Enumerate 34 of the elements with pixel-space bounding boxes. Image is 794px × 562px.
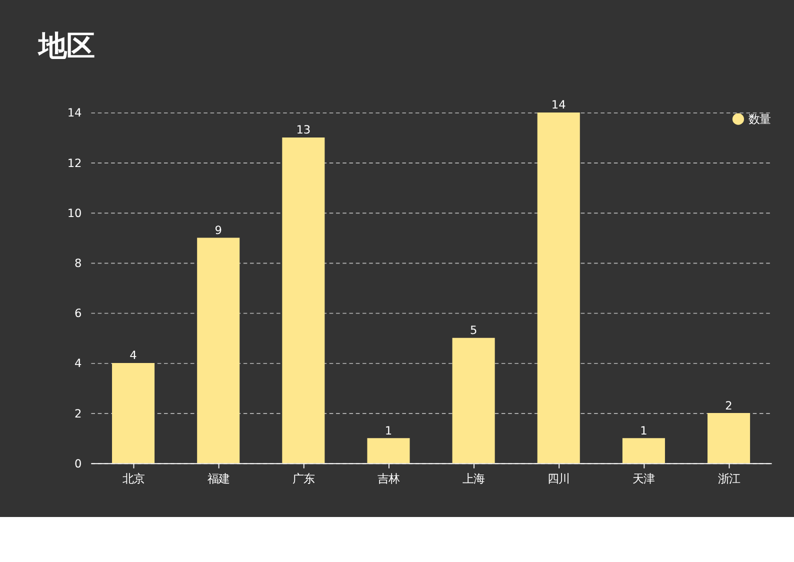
data-label: 5 (470, 323, 478, 338)
y-tick-label: 6 (74, 306, 82, 320)
bar (452, 338, 495, 464)
y-tick-label: 10 (67, 206, 82, 220)
bar (282, 138, 325, 464)
y-tick-label: 12 (67, 156, 82, 170)
data-label: 4 (130, 348, 137, 362)
chart-title: 地区 (36, 30, 94, 63)
data-label: 9 (214, 222, 222, 237)
bar (537, 112, 580, 464)
bar (708, 413, 750, 464)
x-tick-label: 四川 (548, 472, 570, 486)
x-tick-label: 福建 (207, 472, 230, 486)
data-label: 14 (551, 98, 566, 112)
data-label: 1 (640, 423, 648, 438)
data-label: 13 (296, 122, 311, 137)
y-tick-label: 8 (74, 256, 82, 270)
data-label: 2 (725, 398, 732, 412)
y-tick-label: 14 (67, 106, 82, 120)
x-tick-label: 广东 (292, 472, 314, 486)
x-tick-label: 北京 (122, 472, 144, 486)
y-tick-label: 2 (74, 406, 82, 420)
bar (112, 362, 155, 464)
bar (367, 438, 410, 464)
legend-label: 数量 (748, 112, 771, 126)
y-tick-label: 0 (74, 456, 82, 470)
y-tick-label: 4 (74, 356, 82, 370)
bar (197, 238, 240, 464)
x-tick-label: 浙江 (718, 472, 740, 486)
x-tick-label: 天津 (632, 472, 655, 486)
x-tick-label: 上海 (462, 472, 485, 486)
bar (622, 438, 665, 464)
data-label: 1 (384, 423, 392, 438)
x-tick-label: 吉林 (377, 472, 400, 486)
